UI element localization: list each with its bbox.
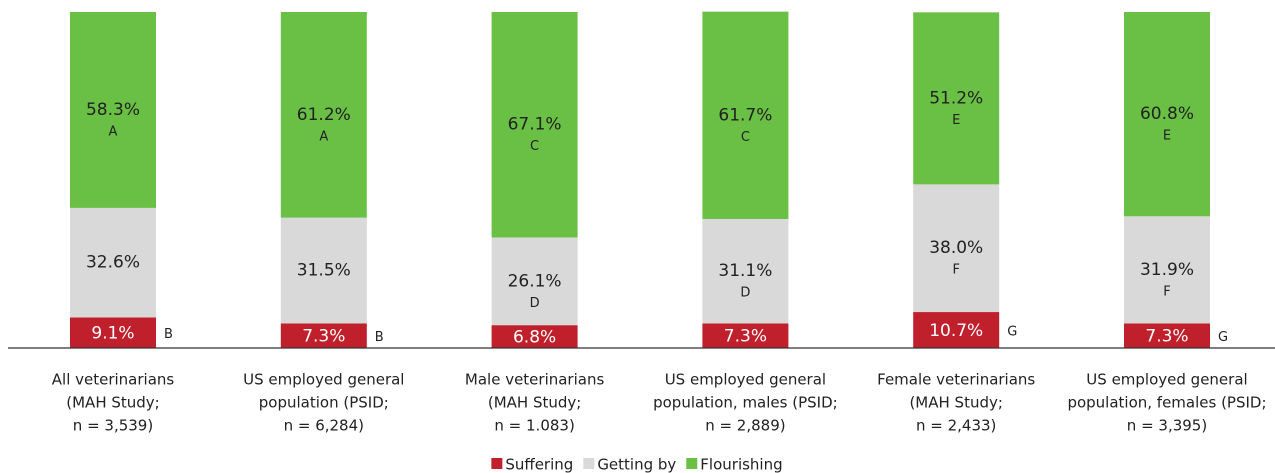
x-tick-label: All veterinarians <box>52 371 175 389</box>
value-label: 61.7% <box>718 105 772 125</box>
letter-label: B <box>375 330 384 345</box>
letter-label: D <box>740 286 750 301</box>
letter-label: D <box>530 296 540 311</box>
letter-label: G <box>1007 325 1017 340</box>
x-tick-label: US employed general <box>665 371 826 389</box>
bar-segment <box>1124 323 1210 348</box>
x-tick-label: population, females (PSID; <box>1067 394 1266 412</box>
bar-segment <box>280 12 367 218</box>
bar-segment <box>491 325 578 348</box>
legend-label: Getting by <box>597 456 676 473</box>
value-label: 9.1% <box>91 324 134 344</box>
value-label: 31.1% <box>718 261 772 281</box>
x-tick-label: n = 2,433) <box>916 417 996 435</box>
value-label: 60.8% <box>1140 104 1194 124</box>
x-tick-label: population, males (PSID; <box>653 394 838 412</box>
legend-swatch <box>583 458 595 469</box>
value-label: 10.7% <box>929 321 983 341</box>
value-label: 67.1% <box>508 115 562 135</box>
bar-segment <box>491 237 578 326</box>
value-label: 51.2% <box>929 88 983 108</box>
x-tick-label: US employed general <box>1086 371 1247 389</box>
letter-label: G <box>1218 330 1228 345</box>
letter-label: C <box>741 130 750 145</box>
letter-label: A <box>109 124 118 139</box>
x-tick-label: n = 6,284) <box>284 417 364 435</box>
value-label: 7.3% <box>302 327 345 347</box>
letter-label: B <box>164 327 173 342</box>
bar-segment <box>70 12 156 208</box>
value-label: 58.3% <box>86 100 140 120</box>
value-label: 7.3% <box>1145 327 1188 347</box>
value-label: 31.5% <box>297 261 351 281</box>
value-label: 31.9% <box>1140 260 1194 280</box>
x-tick-label: US employed general <box>243 371 404 389</box>
letter-label: A <box>319 129 328 144</box>
letter-label: F <box>952 263 959 278</box>
x-tick-label: Male veterinarians <box>465 371 605 389</box>
x-tick-label: (MAH Study; <box>66 394 159 412</box>
bar-segment <box>280 217 367 324</box>
value-label: 26.1% <box>508 271 562 291</box>
letter-label: C <box>530 139 539 154</box>
x-tick-label: Female veterinarians <box>877 371 1035 389</box>
x-tick-label: (MAH Study; <box>488 394 581 412</box>
value-label: 6.8% <box>513 328 556 348</box>
legend-label: Suffering <box>505 456 573 473</box>
value-label: 7.3% <box>724 327 767 347</box>
letter-label: E <box>1163 129 1171 144</box>
x-tick-label: (MAH Study; <box>909 394 1002 412</box>
bar-segment <box>913 312 1000 348</box>
legend-swatch <box>686 458 698 469</box>
bar-segment <box>1124 216 1210 324</box>
x-tick-label: n = 2,889) <box>705 417 785 435</box>
letter-label: F <box>1163 284 1170 299</box>
legend-label: Flourishing <box>700 456 782 473</box>
value-label: 61.2% <box>297 105 351 125</box>
bar-segment <box>702 11 789 219</box>
bar-segment <box>913 184 1000 313</box>
bar-segment <box>913 12 1000 185</box>
value-label: 38.0% <box>929 238 983 258</box>
bar-segment <box>491 12 578 238</box>
value-label: 32.6% <box>86 253 140 273</box>
x-tick-label: n = 1.083) <box>494 417 574 435</box>
bar-segment <box>702 323 789 348</box>
legend-swatch <box>491 458 503 469</box>
bar-segment <box>280 323 367 348</box>
bar-segment <box>1124 12 1210 217</box>
letter-label: E <box>952 113 960 128</box>
x-tick-label: n = 3,539) <box>73 417 153 435</box>
bar-segment <box>70 317 156 348</box>
x-tick-label: population (PSID; <box>259 394 389 412</box>
bar-segment <box>70 207 156 318</box>
x-tick-label: n = 3,395) <box>1127 417 1207 435</box>
bar-segment <box>702 218 789 324</box>
